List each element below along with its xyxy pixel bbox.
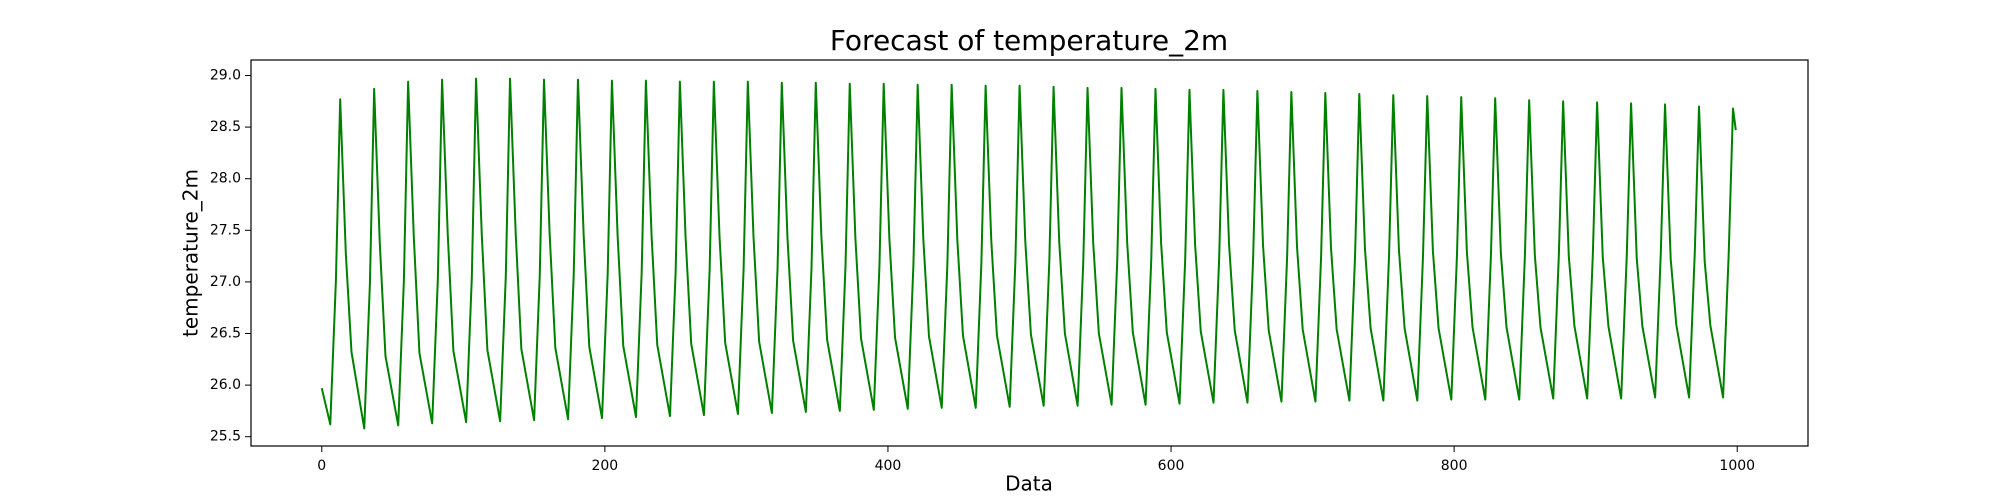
chart-title: Forecast of temperature_2m: [830, 24, 1228, 57]
y-tick-label: 28.0: [210, 171, 241, 187]
x-tick-label: 800: [1441, 458, 1468, 474]
y-tick-label: 28.5: [210, 119, 241, 135]
y-tick-label: 26.0: [210, 377, 241, 393]
plot-frame: [250, 59, 1809, 447]
x-tick-label: 200: [591, 458, 618, 474]
y-tick-label: 26.5: [210, 326, 241, 342]
x-tick-label: 600: [1158, 458, 1185, 474]
y-tick-label: 25.5: [210, 429, 241, 445]
x-tick-label: 400: [875, 458, 902, 474]
y-tick-label: 27.0: [210, 274, 241, 290]
x-tick-label: 1000: [1719, 458, 1755, 474]
x-tick-label: 0: [317, 458, 326, 474]
y-axis-label: temperature_2m: [179, 169, 203, 337]
y-tick-label: 27.5: [210, 222, 241, 238]
line-series: [320, 77, 1737, 430]
y-tick-label: 29.0: [210, 67, 241, 83]
x-axis-label: Data: [1005, 472, 1053, 496]
